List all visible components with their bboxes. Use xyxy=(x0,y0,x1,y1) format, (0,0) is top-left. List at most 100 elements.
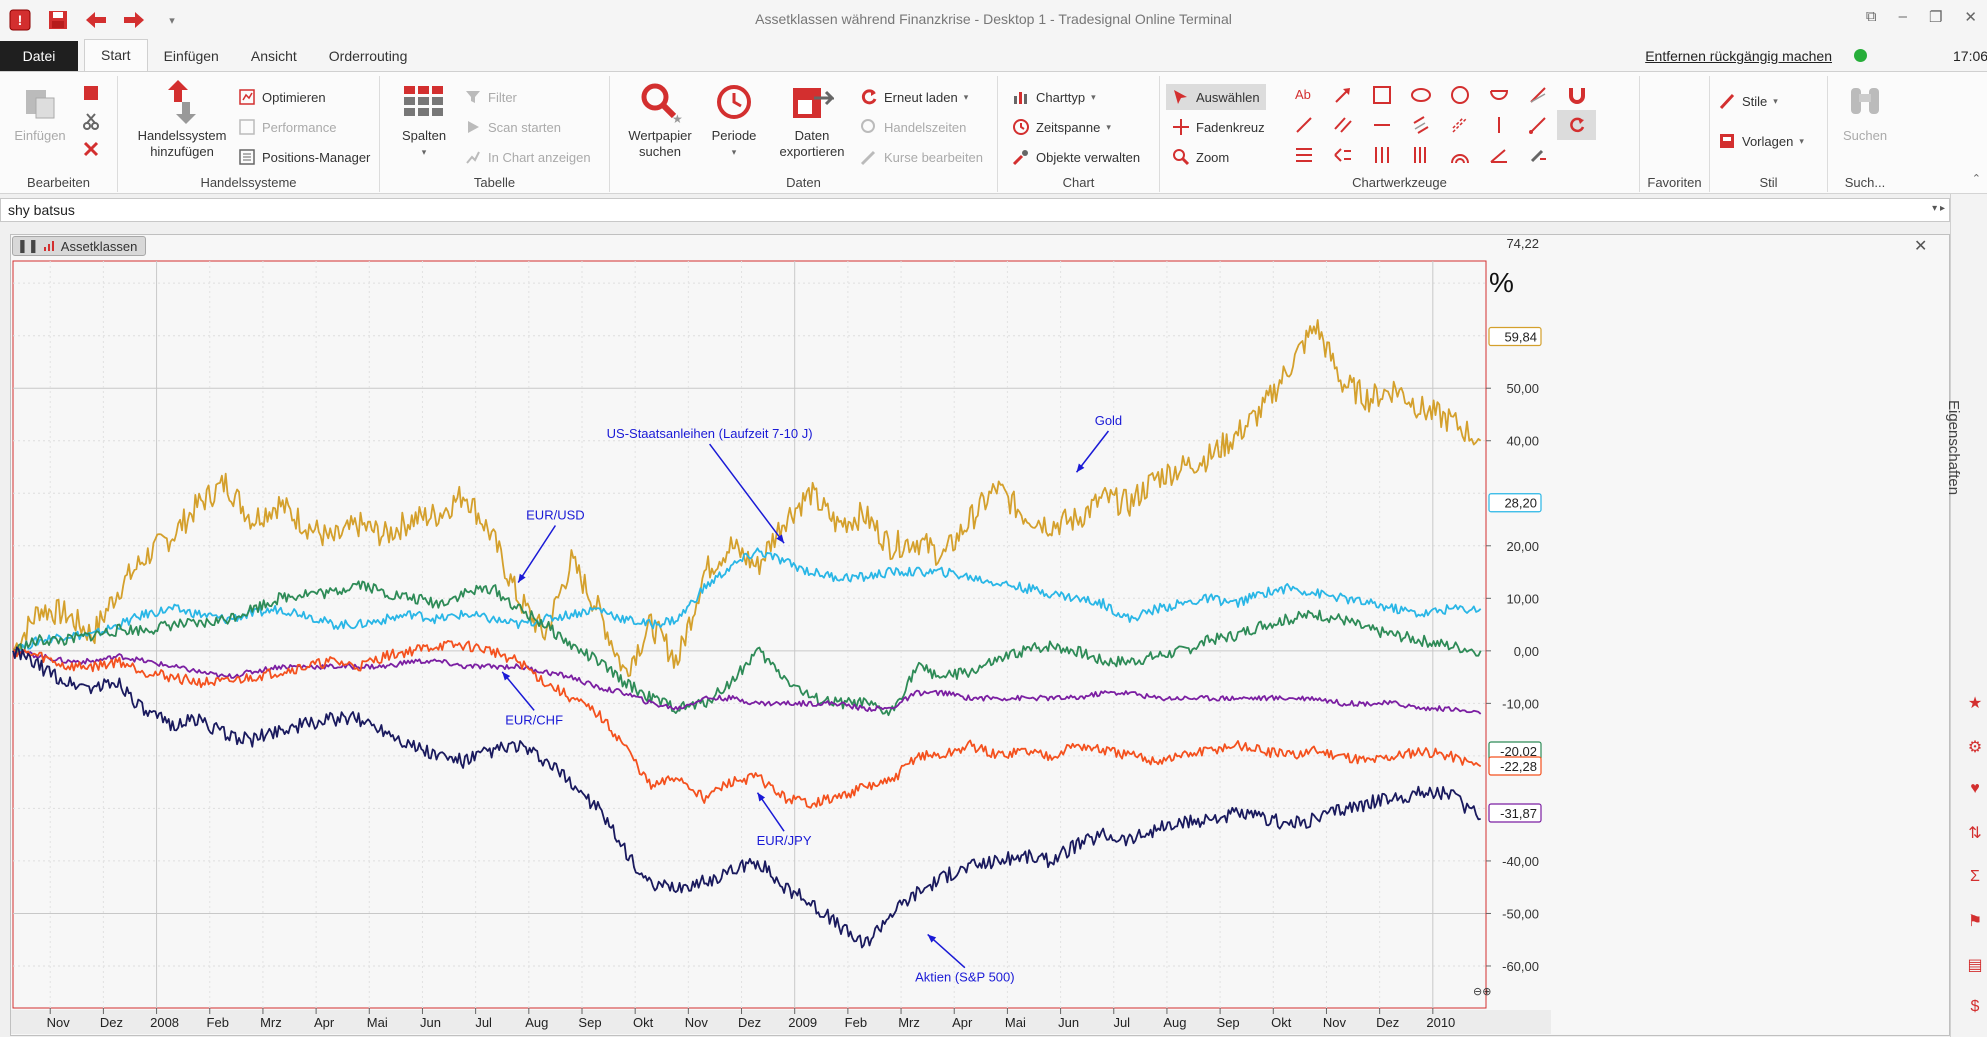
play-icon xyxy=(464,118,482,136)
connection-status-icon[interactable] xyxy=(1854,49,1867,62)
performance-label: Performance xyxy=(262,119,337,135)
chart-type-label: Charttyp xyxy=(1036,89,1086,105)
text-tool-icon[interactable]: Ab xyxy=(1284,80,1323,110)
crosshair-button[interactable]: Fadenkreuz xyxy=(1172,116,1265,138)
rectangle-tool-icon[interactable] xyxy=(1362,80,1401,110)
zoom-button[interactable]: Zoom xyxy=(1172,146,1229,168)
angle-tool-icon[interactable] xyxy=(1479,140,1518,170)
eraser-icon[interactable] xyxy=(1518,140,1557,170)
export-data-button[interactable]: Daten exportieren xyxy=(770,80,854,160)
symbol-dropdown-icon[interactable]: ▾ ▸ xyxy=(1932,203,1945,214)
arc-tool-icon[interactable] xyxy=(1479,80,1518,110)
filter-button[interactable]: Filter xyxy=(464,86,517,108)
cycle-lines-tool-icon[interactable] xyxy=(1401,140,1440,170)
annotation-label: EUR/JPY xyxy=(757,833,812,848)
chart-tab[interactable]: ❚❚ Assetklassen xyxy=(12,236,147,256)
fibonacci-arcs-tool-icon[interactable] xyxy=(1440,140,1479,170)
favorite-star-icon[interactable]: ★ xyxy=(1967,695,1983,712)
styles-button[interactable]: Stile ▾ xyxy=(1718,90,1778,112)
positions-manager-label: Positions-Manager xyxy=(262,149,371,165)
indicator-icon[interactable]: ♥ xyxy=(1970,780,1980,797)
chart-plot[interactable]: Gold US-Staatsanleihen (Laufzeit 7-10 J) E… xyxy=(11,235,1951,1037)
optimize-button[interactable]: Optimieren xyxy=(238,86,326,108)
reload-dropdown-icon[interactable]: ▾ xyxy=(963,91,969,102)
pitchfork-tool-icon[interactable] xyxy=(1323,140,1362,170)
forward-arrow-icon[interactable] xyxy=(120,6,148,34)
collapse-ribbon-icon[interactable]: ⌃ xyxy=(1971,173,1981,185)
vertical-line-tool-icon[interactable] xyxy=(1479,110,1518,140)
x-tick-label: Dez xyxy=(738,1015,761,1030)
zoom-handle-icon[interactable]: ⊖⊕ xyxy=(1473,985,1491,998)
delete-icon[interactable] xyxy=(82,140,100,161)
parallel-lines-tool-icon[interactable] xyxy=(1401,110,1440,140)
manage-objects-button[interactable]: Objekte verwalten xyxy=(1012,146,1140,168)
x-tick-label: Feb xyxy=(207,1015,229,1030)
chart-close-icon[interactable]: ✕ xyxy=(1914,238,1928,255)
channel-tool-icon[interactable] xyxy=(1323,110,1362,140)
gann-tool-icon[interactable] xyxy=(1518,80,1557,110)
trading-hours-button[interactable]: Handelszeiten xyxy=(860,116,966,138)
period-button[interactable]: Periode ▾ xyxy=(704,80,764,160)
time-zones-tool-icon[interactable] xyxy=(1362,140,1401,170)
show-in-chart-button[interactable]: In Chart anzeigen xyxy=(464,146,591,168)
order-icon[interactable]: ▤ xyxy=(1967,957,1983,974)
app-logo-icon[interactable]: ! xyxy=(6,6,34,34)
reload-button[interactable]: Erneut laden ▾ xyxy=(860,86,968,108)
pause-icon[interactable]: ❚❚ xyxy=(17,238,39,253)
tab-orderrouting[interactable]: Orderrouting xyxy=(328,48,408,64)
zoom-label: Zoom xyxy=(1196,149,1230,165)
optimize-icon xyxy=(238,88,256,106)
undo-link[interactable]: Entfernen rückgängig machen xyxy=(1645,48,1832,64)
select-tool-button[interactable]: Auswählen xyxy=(1166,84,1266,110)
minimize-icon[interactable]: – xyxy=(1898,8,1907,25)
trading-hours-icon xyxy=(860,118,878,136)
cut-icon[interactable] xyxy=(82,112,100,133)
fibonacci-retracement-tool-icon[interactable] xyxy=(1284,140,1323,170)
time-span-dropdown-icon: ▾ xyxy=(1106,121,1111,132)
search-button[interactable]: Suchen xyxy=(1834,80,1896,144)
arrow-tool-icon[interactable] xyxy=(1323,80,1362,110)
chart-type-button[interactable]: Charttyp ▾ xyxy=(1012,86,1096,108)
add-trading-system-button[interactable]: Handelssystem hinzufügen xyxy=(130,80,234,160)
performance-button[interactable]: Performance xyxy=(238,116,336,138)
trendline-tool-icon[interactable] xyxy=(1284,110,1323,140)
time-span-button[interactable]: Zeitspanne ▾ xyxy=(1012,116,1111,138)
sort-icon[interactable]: ⇅ xyxy=(1968,825,1982,842)
undo-drawing-icon[interactable] xyxy=(1557,110,1596,140)
search-security-label-2: suchen xyxy=(639,144,681,159)
circle-tool-icon[interactable] xyxy=(1440,80,1479,110)
paste-button[interactable]: Einfügen xyxy=(8,80,72,144)
select-tool-label: Auswählen xyxy=(1196,89,1260,105)
dollar-icon[interactable]: $ xyxy=(1970,998,1980,1015)
tab-datei[interactable]: Datei xyxy=(0,41,78,71)
horizontal-line-tool-icon[interactable] xyxy=(1362,110,1401,140)
edit-prices-button[interactable]: Kurse bearbeiten xyxy=(860,146,983,168)
sum-icon[interactable]: Σ xyxy=(1970,868,1980,885)
x-tick-label: Jul xyxy=(1113,1015,1130,1030)
maximize-icon[interactable]: ❐ xyxy=(1928,9,1943,26)
settings-gear-icon[interactable]: ⚙ xyxy=(1967,739,1983,756)
tab-ansicht[interactable]: Ansicht xyxy=(250,48,297,64)
group-label: Chartwerkzeuge xyxy=(1352,175,1447,190)
search-security-button[interactable]: ★ Wertpapier suchen xyxy=(622,80,698,160)
positions-manager-button[interactable]: Positions-Manager xyxy=(238,146,370,168)
ellipse-tool-icon[interactable] xyxy=(1401,80,1440,110)
columns-button[interactable]: Spalten ▾ xyxy=(392,80,456,160)
scan-start-button[interactable]: Scan starten xyxy=(464,116,561,138)
templates-button[interactable]: Vorlagen ▾ xyxy=(1718,130,1804,152)
restore-icon[interactable]: ⧉ xyxy=(1865,8,1877,25)
customize-quick-access-icon[interactable]: ▾ xyxy=(169,14,175,27)
back-arrow-icon[interactable] xyxy=(82,6,110,34)
save-icon[interactable] xyxy=(44,6,72,34)
annotation-arrowhead xyxy=(776,534,785,544)
close-icon[interactable]: ✕ xyxy=(1964,9,1977,26)
alert-icon[interactable]: ⚑ xyxy=(1967,913,1983,930)
tab-start[interactable]: Start xyxy=(84,39,148,71)
properties-panel-label[interactable]: Eigenschaften xyxy=(1945,400,1962,496)
copy-icon[interactable] xyxy=(82,84,100,105)
fibonacci-fan-tool-icon[interactable] xyxy=(1440,110,1479,140)
tab-einfuegen[interactable]: Einfügen xyxy=(163,48,219,64)
ray-tool-icon[interactable] xyxy=(1518,110,1557,140)
magnet-icon[interactable] xyxy=(1557,80,1596,110)
symbol-input[interactable] xyxy=(8,202,1908,218)
